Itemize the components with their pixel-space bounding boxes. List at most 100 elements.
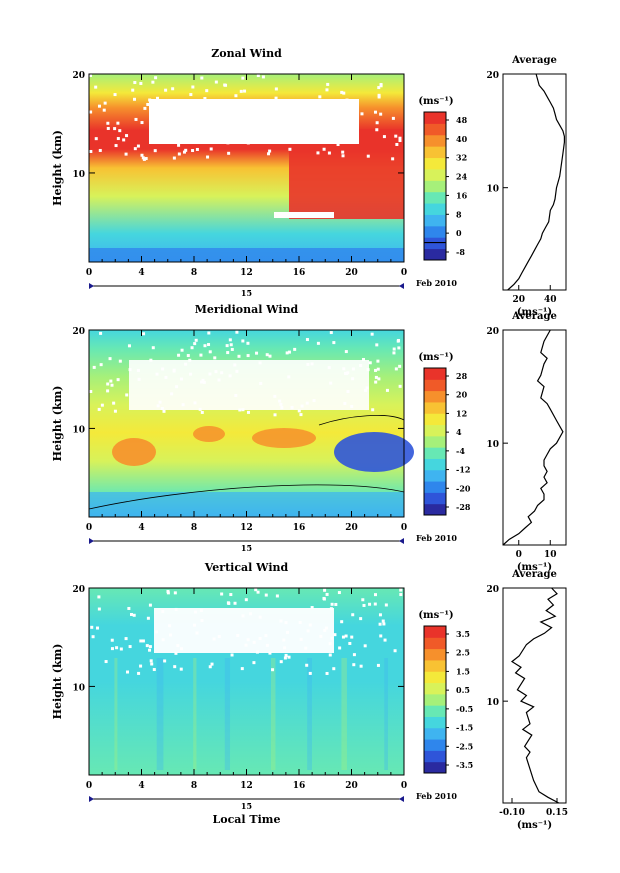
missing-cell (248, 139, 252, 143)
missing-cell (350, 635, 354, 639)
missing-cell (142, 332, 146, 336)
x-tick-label: 0 (401, 268, 407, 278)
colorbar-tick-label: 40 (456, 134, 468, 144)
missing-cell (171, 87, 175, 91)
missing-cell (174, 607, 178, 611)
colorbar-frame (423, 111, 447, 261)
missing-cell (220, 371, 224, 375)
missing-cell (398, 138, 402, 142)
missing-cell (161, 638, 165, 642)
missing-cell (236, 116, 240, 120)
missing-cell (337, 591, 341, 595)
missing-cell (109, 379, 113, 383)
missing-cell (306, 362, 310, 366)
missing-cell (341, 635, 345, 639)
missing-cell (328, 642, 332, 646)
missing-cell (212, 637, 216, 641)
missing-cell (177, 152, 181, 156)
missing-cell (243, 89, 247, 93)
missing-cell (267, 152, 271, 156)
missing-cell (316, 151, 320, 155)
missing-cell (283, 646, 287, 650)
missing-cell (382, 135, 386, 139)
missing-cell (146, 102, 150, 106)
colorbar-swatch (424, 248, 446, 261)
missing-cell (148, 645, 152, 649)
missing-cell (145, 644, 149, 648)
missing-cell (169, 633, 173, 637)
missing-cell (175, 123, 179, 127)
missing-cell (361, 357, 365, 361)
missing-cell (162, 409, 166, 413)
colorbar-tick-label: 48 (456, 115, 468, 125)
missing-cell (283, 128, 287, 132)
missing-cell (190, 346, 194, 350)
date-label: 15 (241, 543, 252, 553)
missing-cell (327, 151, 331, 155)
missing-cell (394, 367, 398, 371)
missing-cell (155, 630, 159, 634)
missing-cell (89, 74, 92, 77)
colorbar-frame (423, 367, 447, 516)
missing-cell (306, 629, 310, 633)
missing-cell (137, 671, 141, 675)
missing-cell (223, 83, 227, 87)
x-tick-label: 4 (138, 523, 144, 533)
missing-cell (185, 116, 189, 120)
missing-cell (342, 91, 346, 95)
missing-cell (206, 155, 210, 159)
missing-cell (154, 76, 158, 80)
missing-cell (200, 76, 204, 80)
colorbar-swatch (424, 492, 446, 505)
average-x-label: (ms⁻¹) (517, 820, 552, 831)
missing-cell (360, 112, 364, 116)
missing-cell (311, 124, 315, 128)
missing-cell (283, 656, 287, 660)
missing-data (129, 360, 369, 410)
missing-cell (225, 344, 229, 348)
missing-cell (240, 667, 244, 671)
missing-cell (172, 106, 176, 110)
y-tick-label: 20 (72, 585, 85, 595)
missing-cell (330, 636, 334, 640)
colorbar-swatch (424, 481, 446, 493)
missing-cell (148, 98, 152, 102)
missing-cell (258, 637, 262, 641)
missing-cell (271, 668, 275, 672)
missing-cell (161, 367, 165, 371)
missing-cell (332, 341, 336, 345)
missing-cell (148, 603, 152, 607)
missing-cell (128, 645, 132, 649)
missing-cell (213, 103, 217, 107)
missing-cell (375, 128, 379, 132)
missing-cell (362, 603, 366, 607)
date-arrow-right (399, 538, 404, 544)
missing-cell (99, 331, 103, 335)
missing-cell (256, 590, 260, 594)
missing-cell (344, 109, 348, 113)
missing-cell (199, 353, 203, 357)
missing-cell (214, 80, 218, 84)
missing-cell (136, 144, 140, 148)
colorbar-tick-label: 4 (456, 427, 462, 437)
missing-cell (274, 87, 278, 91)
missing-cell (398, 364, 402, 368)
missing-cell (195, 147, 199, 151)
missing-cell (284, 621, 288, 625)
colorbar-swatch (424, 469, 446, 482)
missing-cell (203, 344, 207, 348)
missing-cell (97, 104, 101, 108)
missing-cell (322, 597, 326, 601)
missing-cell (163, 659, 167, 663)
missing-cell (191, 149, 195, 153)
missing-cell (279, 619, 283, 623)
colorbar-tick-label: 3.5 (456, 629, 470, 639)
missing-cell (90, 625, 94, 629)
missing-cell (243, 109, 247, 113)
missing-cell (114, 144, 118, 148)
missing-cell (254, 588, 258, 592)
missing-cell (168, 624, 172, 628)
average-title: Average (511, 311, 557, 322)
missing-cell (210, 662, 214, 666)
missing-cell (329, 129, 333, 133)
